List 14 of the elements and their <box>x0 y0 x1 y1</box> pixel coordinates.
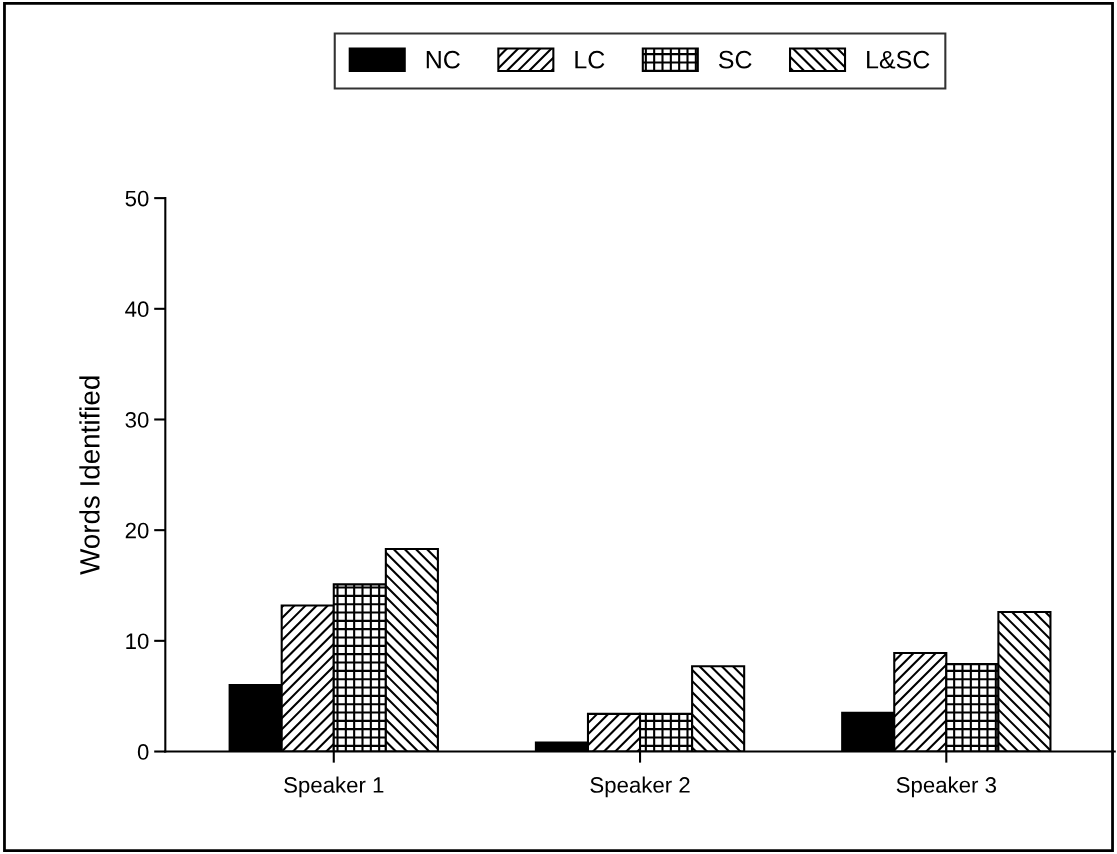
legend-label: SC <box>718 50 752 69</box>
y-tick-label: 20 <box>125 522 149 539</box>
x-tick-label: Speaker 3 <box>896 776 996 798</box>
y-tick-label: 30 <box>125 412 149 428</box>
y-tick-label: 50 <box>125 190 149 207</box>
x-tick-label: Speaker 2 <box>590 776 690 798</box>
y-tick-label: 10 <box>126 633 149 650</box>
y-tick-label: 40 <box>125 301 149 318</box>
legend-label: L&SC <box>867 50 930 69</box>
y-tick-label: 0 <box>137 744 149 760</box>
legend-label: NC <box>426 50 460 69</box>
legend-label: LC <box>575 50 605 69</box>
x-tick-label: Speaker 1 <box>284 776 384 798</box>
y-axis-title: Words Identified <box>79 376 100 575</box>
